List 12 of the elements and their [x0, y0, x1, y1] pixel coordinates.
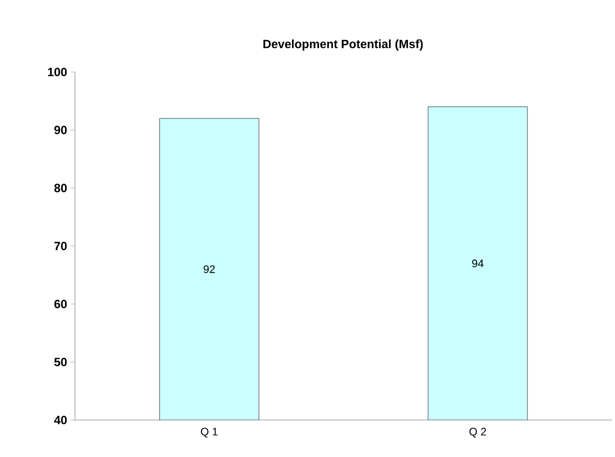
- data-label: 92: [204, 265, 215, 274]
- y-tick-label: 70: [54, 242, 67, 250]
- x-tick-label: Q 1: [200, 428, 218, 438]
- y-tick-label: 100: [48, 68, 67, 76]
- y-tick-label: 60: [54, 300, 67, 308]
- chart-title: Development Potential (Msf): [263, 39, 423, 51]
- y-tick-label: 80: [54, 184, 67, 192]
- y-tick-label: 90: [54, 126, 67, 134]
- y-tick-label: 40: [54, 416, 67, 424]
- y-tick-label: 50: [54, 358, 67, 366]
- data-label: 94: [472, 260, 484, 268]
- x-tick-label: Q 2: [469, 428, 486, 438]
